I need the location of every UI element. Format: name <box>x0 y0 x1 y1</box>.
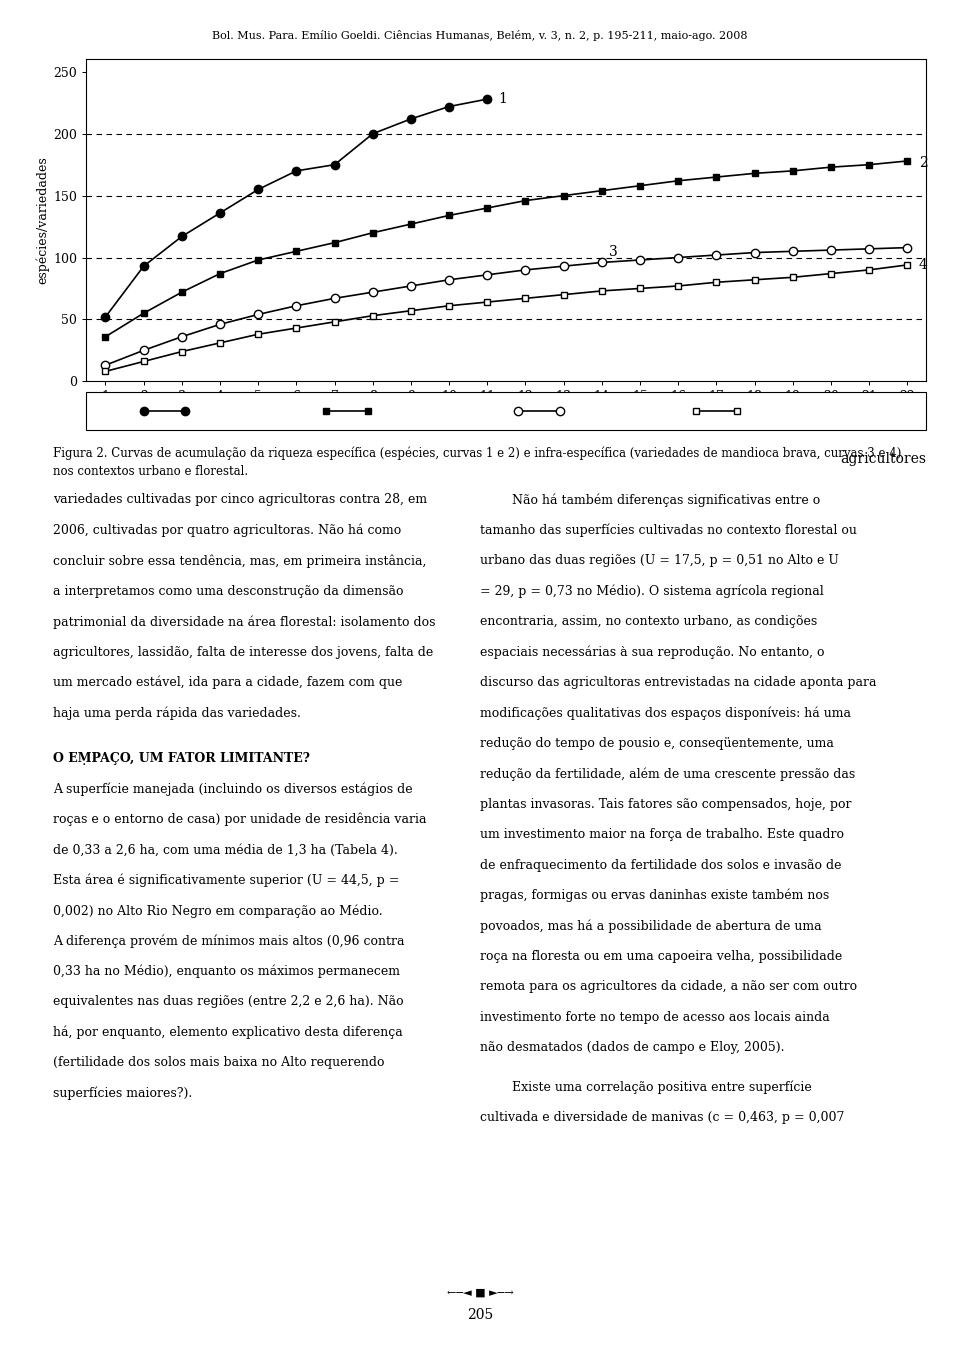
Text: A superfície manejada (incluindo os diversos estágios de: A superfície manejada (incluindo os dive… <box>53 783 413 796</box>
Text: roça na floresta ou em uma capoeira velha, possibilidade: roça na floresta ou em uma capoeira velh… <box>480 949 842 963</box>
Text: redução da fertilidade, além de uma crescente pressão das: redução da fertilidade, além de uma cres… <box>480 767 855 780</box>
Text: um mercado estável, ida para a cidade, fazem com que: um mercado estável, ida para a cidade, f… <box>53 676 402 690</box>
Text: a interpretamos como uma desconstrução da dimensão: a interpretamos como uma desconstrução d… <box>53 584 403 598</box>
Text: agricultores: agricultores <box>840 452 926 466</box>
Text: variedades cultivadas por cinco agricultoras contra 28, em: variedades cultivadas por cinco agricult… <box>53 493 427 507</box>
Text: discurso das agricultoras entrevistadas na cidade aponta para: discurso das agricultoras entrevistadas … <box>480 676 876 690</box>
Text: modificações qualitativas dos espaços disponíveis: há uma: modificações qualitativas dos espaços di… <box>480 706 851 719</box>
Text: (fertilidade dos solos mais baixa no Alto requerendo: (fertilidade dos solos mais baixa no Alt… <box>53 1056 384 1069</box>
Text: não desmatados (dados de campo e Eloy, 2005).: não desmatados (dados de campo e Eloy, 2… <box>480 1041 784 1055</box>
Text: 1: 1 <box>499 92 508 105</box>
Text: esp. floresta: esp. floresta <box>379 404 457 418</box>
Text: = 29, p = 0,73 no Médio). O sistema agrícola regional: = 29, p = 0,73 no Médio). O sistema agrí… <box>480 584 824 598</box>
Text: concluir sobre essa tendência, mas, em primeira instância,: concluir sobre essa tendência, mas, em p… <box>53 554 426 568</box>
Text: Não há também diferenças significativas entre o: Não há também diferenças significativas … <box>480 493 820 507</box>
Text: de 0,33 a 2,6 ha, com uma média de 1,3 ha (Tabela 4).: de 0,33 a 2,6 ha, com uma média de 1,3 h… <box>53 844 397 856</box>
Text: 3: 3 <box>610 245 618 258</box>
Text: investimento forte no tempo de acesso aos locais ainda: investimento forte no tempo de acesso ao… <box>480 1011 829 1023</box>
Text: nos contextos urbano e florestal.: nos contextos urbano e florestal. <box>53 465 248 479</box>
Text: cultivada e diversidade de manivas (c = 0,463, p = 0,007: cultivada e diversidade de manivas (c = … <box>480 1111 845 1124</box>
Text: urbano das duas regiões (U = 17,5, p = 0,51 no Alto e U: urbano das duas regiões (U = 17,5, p = 0… <box>480 554 839 568</box>
Text: equivalentes nas duas regiões (entre 2,2 e 2,6 ha). Não: equivalentes nas duas regiões (entre 2,2… <box>53 995 403 1009</box>
Text: roças e o entorno de casa) por unidade de residência varia: roças e o entorno de casa) por unidade d… <box>53 813 426 826</box>
Text: 0,002) no Alto Rio Negro em comparação ao Médio.: 0,002) no Alto Rio Negro em comparação a… <box>53 904 382 918</box>
Text: um investimento maior na força de trabalho. Este quadro: um investimento maior na força de trabal… <box>480 827 844 841</box>
Text: esp. urbano: esp. urbano <box>197 404 272 418</box>
Text: de enfraquecimento da fertilidade dos solos e invasão de: de enfraquecimento da fertilidade dos so… <box>480 859 842 872</box>
Text: superfícies maiores?).: superfícies maiores?). <box>53 1087 192 1101</box>
Text: povoados, mas há a possibilidade de abertura de uma: povoados, mas há a possibilidade de aber… <box>480 919 822 933</box>
Text: 205: 205 <box>467 1309 493 1322</box>
Text: 2006, cultivadas por quatro agricultoras. Não há como: 2006, cultivadas por quatro agricultoras… <box>53 523 401 537</box>
Text: 0,33 ha no Médio), enquanto os máximos permanecem: 0,33 ha no Médio), enquanto os máximos p… <box>53 965 399 979</box>
Text: remota para os agricultores da cidade, a não ser com outro: remota para os agricultores da cidade, a… <box>480 980 857 994</box>
Text: Bol. Mus. Para. Emílio Goeldi. Ciências Humanas, Belém, v. 3, n. 2, p. 195-211, : Bol. Mus. Para. Emílio Goeldi. Ciências … <box>212 30 748 41</box>
Text: ←─◄ ■ ►─→: ←─◄ ■ ►─→ <box>446 1288 514 1298</box>
Text: há, por enquanto, elemento explicativo desta diferença: há, por enquanto, elemento explicativo d… <box>53 1026 402 1040</box>
Text: espaciais necessárias à sua reprodução. No entanto, o: espaciais necessárias à sua reprodução. … <box>480 645 825 658</box>
Text: var. urbano: var. urbano <box>571 404 643 418</box>
Text: haja uma perda rápida das variedades.: haja uma perda rápida das variedades. <box>53 706 300 719</box>
Text: A diferença provém de mínimos mais altos (0,96 contra: A diferença provém de mínimos mais altos… <box>53 934 404 948</box>
Text: patrimonial da diversidade na área florestal: isolamento dos: patrimonial da diversidade na área flore… <box>53 615 435 629</box>
Text: O EṂPAÇO, UM FATOR LIMITANTE?: O EṂPAÇO, UM FATOR LIMITANTE? <box>53 752 310 765</box>
Text: 4: 4 <box>919 258 927 272</box>
Text: redução do tempo de pousio e, conseqüentemente, uma: redução do tempo de pousio e, conseqüent… <box>480 737 834 750</box>
Y-axis label: espécies/variedades: espécies/variedades <box>36 157 49 284</box>
Text: agricultores, lassidão, falta de interesse dos jovens, falta de: agricultores, lassidão, falta de interes… <box>53 645 433 658</box>
Text: Figura 2. Curvas de acumulação da riqueza específica (espécies, curvas 1 e 2) e : Figura 2. Curvas de acumulação da riquez… <box>53 446 901 460</box>
Text: Esta área é significativamente superior (U = 44,5, p =: Esta área é significativamente superior … <box>53 873 399 887</box>
Text: plantas invasoras. Tais fatores são compensados, hoje, por: plantas invasoras. Tais fatores são comp… <box>480 798 852 811</box>
Text: encontraria, assim, no contexto urbano, as condições: encontraria, assim, no contexto urbano, … <box>480 615 817 629</box>
Text: tamanho das superfícies cultivadas no contexto florestal ou: tamanho das superfícies cultivadas no co… <box>480 523 857 537</box>
Text: 2: 2 <box>919 157 927 170</box>
Text: var. floresta: var. floresta <box>749 404 825 418</box>
Text: Existe uma correlação positiva entre superfície: Existe uma correlação positiva entre sup… <box>480 1080 812 1094</box>
Text: pragas, formigas ou ervas daninhas existe também nos: pragas, formigas ou ervas daninhas exist… <box>480 890 829 902</box>
